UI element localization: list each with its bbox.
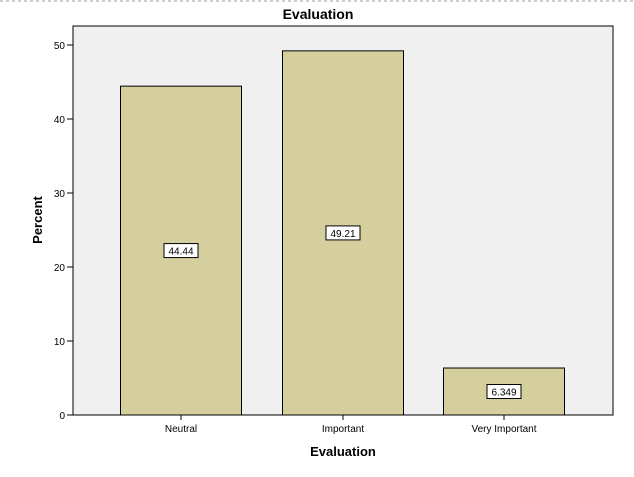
data-label-box — [163, 243, 199, 259]
y-axis-label: Percent — [30, 195, 45, 243]
chart-title: Evaluation — [283, 6, 354, 22]
x-tick-label: Very Important — [471, 424, 536, 435]
y-axis: 0 10 20 30 40 50 — [54, 41, 73, 422]
data-label: 49.21 — [330, 229, 355, 240]
y-tick-label: 0 — [59, 411, 65, 422]
y-tick-label: 40 — [54, 115, 66, 126]
bars-group: 44.44 49.21 6.349 — [120, 50, 565, 416]
x-axis-label: Evaluation — [310, 444, 376, 459]
y-tick-label: 30 — [54, 189, 66, 200]
x-tick-label: Important — [322, 424, 364, 435]
data-label: 6.349 — [491, 388, 516, 399]
x-tick-label: Neutral — [165, 424, 197, 435]
data-label-box — [486, 384, 522, 400]
y-tick-label: 50 — [54, 41, 66, 52]
x-axis: Neutral Important Very Important — [165, 415, 537, 435]
y-tick-label: 20 — [54, 263, 66, 274]
y-tick-label: 10 — [54, 337, 66, 348]
data-label-box — [325, 225, 361, 241]
data-label: 44.44 — [168, 247, 193, 258]
